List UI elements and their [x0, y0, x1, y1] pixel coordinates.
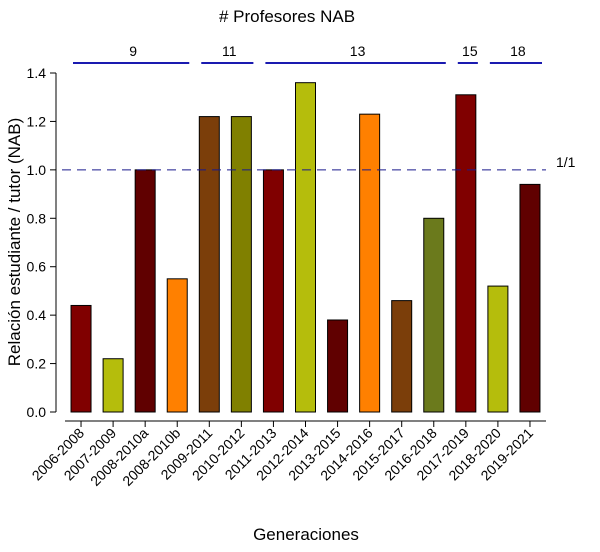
y-tick-label: 1.0 [27, 162, 47, 178]
y-tick-label: 0.0 [27, 404, 47, 420]
bar-2008-2010b [166, 278, 188, 413]
y-tick-label: 0.6 [27, 259, 47, 275]
y-tick-label: 1.4 [27, 65, 47, 81]
group-label: 18 [510, 43, 526, 59]
y-axis: 0.0 0.2 0.4 0.6 0.8 1.0 1.2 1.4 [27, 65, 57, 420]
bar-2015-2017 [391, 300, 413, 413]
bar-2017-2019 [455, 94, 477, 413]
bar-2011-2013 [262, 169, 284, 413]
bar-2016-2018 [423, 217, 445, 413]
bar-2007-2009 [102, 358, 124, 413]
bar-2010-2012 [230, 116, 252, 413]
group-label: 13 [350, 43, 366, 59]
x-axis-label: Generaciones [253, 525, 359, 544]
bar-2008-2010a [134, 169, 156, 413]
reference-line-group: 1/1 [62, 154, 576, 171]
y-tick-label: 1.2 [27, 113, 47, 129]
y-tick-label: 0.8 [27, 210, 47, 226]
bar-2013-2015 [327, 319, 349, 413]
bar-2006-2008 [70, 304, 92, 413]
bar-2019-2021 [519, 183, 541, 413]
bar-2012-2014 [295, 82, 316, 413]
bars [70, 82, 541, 413]
bar-2014-2016 [359, 113, 381, 413]
group-annotations: 9 11 13 15 18 [73, 43, 542, 64]
y-tick-label: 0.4 [27, 307, 47, 323]
x-axis: 2006-20082007-20092008-2010a2008-2010b20… [28, 420, 546, 489]
bar-2009-2011 [198, 116, 220, 413]
bar-2018-2020 [487, 285, 509, 413]
group-label: 15 [462, 43, 478, 59]
y-axis-label: Relación estudiante / tutor (NAB) [5, 118, 24, 367]
y-tick-label: 0.2 [27, 356, 47, 372]
reference-line-label: 1/1 [556, 154, 576, 170]
group-label: 11 [222, 43, 237, 59]
group-label: 9 [129, 43, 137, 59]
chart-title: # Profesores NAB [219, 7, 355, 26]
